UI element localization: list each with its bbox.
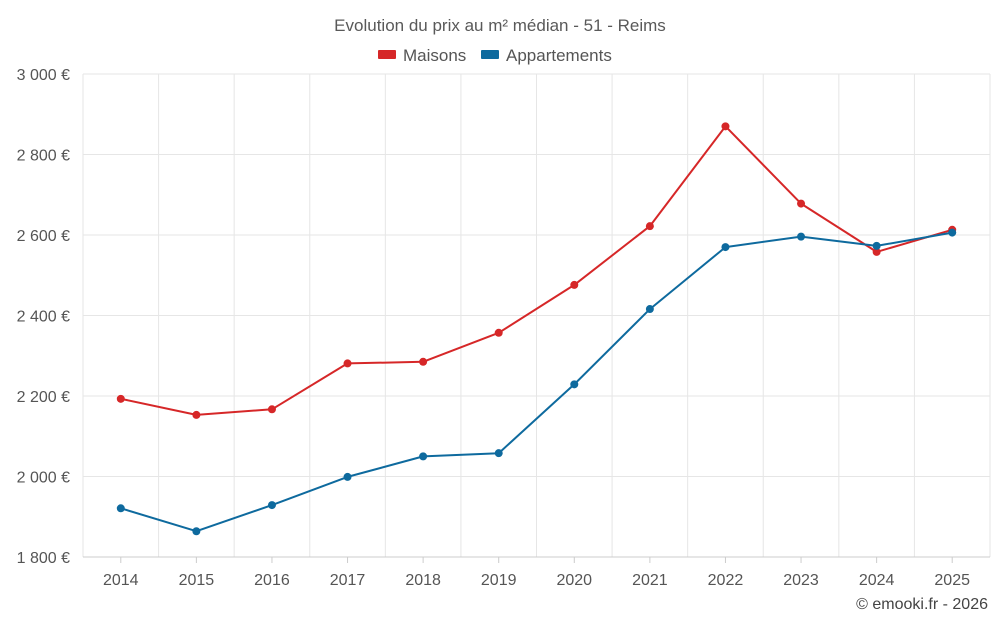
data-point-maisons[interactable] xyxy=(344,359,352,367)
x-tick-label: 2017 xyxy=(330,572,366,589)
data-point-appartements[interactable] xyxy=(721,243,729,251)
y-tick-label: 2 000 € xyxy=(17,470,70,487)
x-axis: 2014 2015 2016 2017 2018 2019 2020 2021 2022 2023… xyxy=(83,557,990,589)
data-point-maisons[interactable] xyxy=(495,329,503,337)
credit-text: © emooki.fr - 2026 xyxy=(856,596,988,613)
y-tick-label: 2 400 € xyxy=(17,309,70,326)
data-point-appartements[interactable] xyxy=(570,380,578,388)
data-point-maisons[interactable] xyxy=(646,222,654,230)
y-tick-label: 2 600 € xyxy=(17,228,70,245)
legend-item-appartements[interactable]: Appartements xyxy=(481,46,612,65)
data-point-appartements[interactable] xyxy=(495,449,503,457)
legend-item-maisons[interactable]: Maisons xyxy=(378,46,466,65)
x-tick-label: 2018 xyxy=(405,572,441,589)
legend: Maisons Appartements xyxy=(378,46,612,65)
data-point-appartements[interactable] xyxy=(646,305,654,313)
chart-title: Evolution du prix au m² médian - 51 - Re… xyxy=(334,16,666,35)
data-point-appartements[interactable] xyxy=(948,229,956,237)
data-point-appartements[interactable] xyxy=(419,452,427,460)
y-tick-label: 2 200 € xyxy=(17,389,70,406)
data-point-appartements[interactable] xyxy=(797,233,805,241)
y-tick-label: 2 800 € xyxy=(17,148,70,165)
data-point-maisons[interactable] xyxy=(570,281,578,289)
x-tick-label: 2020 xyxy=(556,572,592,589)
data-point-appartements[interactable] xyxy=(268,501,276,509)
x-tick-label: 2016 xyxy=(254,572,290,589)
data-point-maisons[interactable] xyxy=(721,122,729,130)
x-tick-label: 2019 xyxy=(481,572,517,589)
x-tick-label: 2021 xyxy=(632,572,668,589)
data-point-appartements[interactable] xyxy=(344,473,352,481)
y-axis: 1 800 € 2 000 € 2 200 € 2 400 € 2 600 € 2 800… xyxy=(17,67,70,567)
data-point-appartements[interactable] xyxy=(192,527,200,535)
data-point-maisons[interactable] xyxy=(419,358,427,366)
y-tick-label: 3 000 € xyxy=(17,67,70,84)
legend-label-maisons: Maisons xyxy=(403,46,466,65)
legend-swatch-appartements xyxy=(481,50,499,59)
data-point-appartements[interactable] xyxy=(117,504,125,512)
x-tick-label: 2015 xyxy=(179,572,215,589)
price-chart: Evolution du prix au m² médian - 51 - Re… xyxy=(0,0,1000,625)
x-tick-label: 2025 xyxy=(934,572,970,589)
y-tick-label: 1 800 € xyxy=(17,550,70,567)
data-point-maisons[interactable] xyxy=(192,411,200,419)
x-tick-label: 2014 xyxy=(103,572,139,589)
x-tick-label: 2022 xyxy=(708,572,744,589)
x-tick-label: 2023 xyxy=(783,572,819,589)
legend-label-appartements: Appartements xyxy=(506,46,612,65)
legend-swatch-maisons xyxy=(378,50,396,59)
data-point-maisons[interactable] xyxy=(117,395,125,403)
data-point-appartements[interactable] xyxy=(873,242,881,250)
data-point-maisons[interactable] xyxy=(797,200,805,208)
x-tick-label: 2024 xyxy=(859,572,895,589)
grid xyxy=(83,74,990,557)
data-point-maisons[interactable] xyxy=(268,405,276,413)
